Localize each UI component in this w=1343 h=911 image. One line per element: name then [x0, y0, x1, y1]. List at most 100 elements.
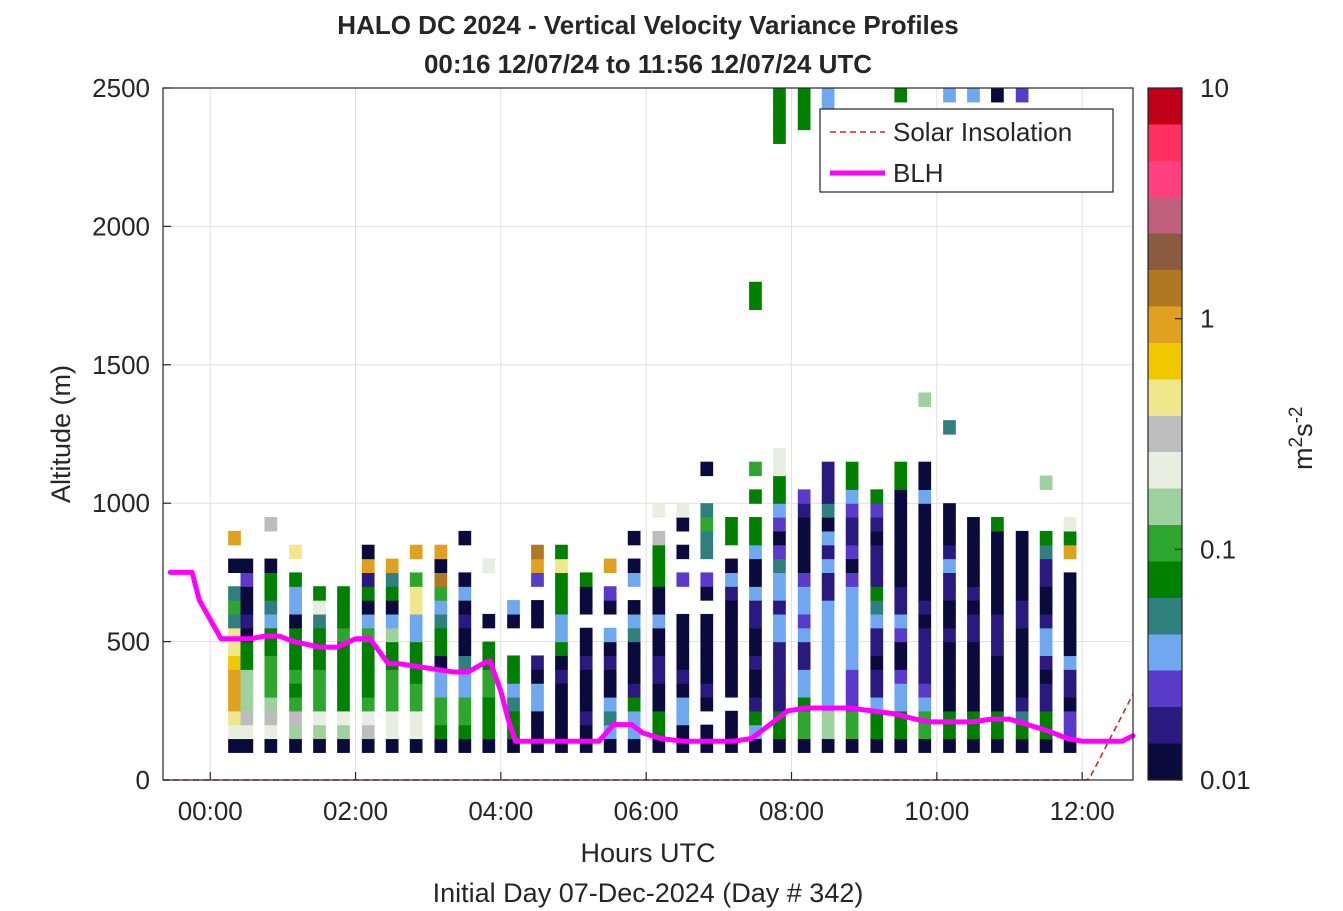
heatmap-cell — [627, 600, 641, 615]
heatmap-cell — [228, 724, 241, 740]
heatmap-cell — [773, 683, 786, 698]
heatmap-cell — [845, 475, 859, 490]
heatmap-cell — [264, 655, 278, 670]
heatmap-cell — [409, 710, 423, 726]
heatmap-cell — [894, 669, 908, 684]
heatmap-cell — [918, 392, 932, 407]
heatmap-cell — [434, 655, 448, 670]
heatmap-cell — [1015, 655, 1029, 670]
heatmap-cell — [361, 613, 375, 629]
x-tick-label: 06:00 — [614, 796, 679, 826]
heatmap-cell — [1015, 586, 1029, 601]
heatmap-cell — [773, 586, 786, 601]
heatmap-cell — [603, 600, 617, 615]
heatmap-cell — [385, 641, 399, 657]
heatmap-cell — [943, 420, 956, 435]
heatmap-cell — [531, 572, 544, 587]
heatmap-cell — [1039, 572, 1053, 587]
heatmap-cell — [1039, 683, 1053, 698]
heatmap-cell — [1063, 517, 1077, 532]
heatmap-cell — [458, 683, 472, 698]
heatmap-cell — [845, 544, 859, 560]
heatmap-cell — [1039, 613, 1053, 629]
heatmap-cell — [749, 544, 762, 560]
heatmap-cell — [1063, 655, 1077, 670]
heatmap-cell — [240, 710, 254, 726]
heatmap-cell — [1015, 696, 1029, 712]
heatmap-cell — [821, 475, 835, 490]
heatmap-cell — [531, 696, 544, 712]
heatmap-cell — [894, 517, 908, 532]
heatmap-cell — [773, 669, 786, 684]
heatmap-cell — [967, 627, 980, 643]
legend-label-solar-insolation: Solar Insolation — [893, 117, 1072, 147]
heatmap-cell — [749, 586, 762, 601]
heatmap-cell — [700, 586, 714, 601]
heatmap-cell — [507, 613, 520, 629]
heatmap-cell — [797, 600, 811, 615]
heatmap-cell — [531, 600, 544, 615]
heatmap-cell — [700, 696, 714, 712]
heatmap-cell — [228, 558, 241, 573]
heatmap-cell — [797, 613, 811, 629]
heatmap-cell — [725, 724, 738, 740]
x-tick-label: 04:00 — [468, 796, 533, 826]
heatmap-cell — [676, 517, 690, 532]
heatmap-cell — [676, 544, 690, 560]
heatmap-cell — [579, 669, 593, 684]
heatmap-cell — [337, 627, 350, 643]
heatmap-cell — [579, 600, 593, 615]
heatmap-cell — [894, 600, 908, 615]
x-tick-label: 08:00 — [759, 796, 824, 826]
heatmap-cell — [531, 544, 544, 560]
heatmap-cell — [967, 586, 980, 601]
heatmap-cell — [1063, 627, 1077, 643]
heatmap-cell — [289, 655, 302, 670]
heatmap-cell — [555, 641, 568, 657]
heatmap-cell — [1039, 600, 1053, 615]
heatmap-cell — [289, 544, 302, 560]
heatmap-cell — [228, 696, 241, 712]
heatmap-cell — [700, 461, 714, 477]
heatmap-cell — [676, 503, 690, 518]
heatmap-cell — [228, 600, 241, 615]
heatmap-cell — [1063, 544, 1077, 560]
heatmap-cell — [1063, 600, 1077, 615]
heatmap-cell — [579, 572, 593, 587]
heatmap-cell — [385, 710, 399, 726]
heatmap-cell — [240, 572, 254, 587]
heatmap-cell — [894, 724, 908, 740]
heatmap-cell — [361, 641, 375, 657]
heatmap-cell — [845, 710, 859, 726]
heatmap-cell — [943, 669, 956, 684]
heatmap-cell — [228, 710, 241, 726]
heatmap-cell — [482, 696, 496, 712]
heatmap-cell — [918, 738, 932, 753]
heatmap-cell — [967, 88, 980, 103]
heatmap-cell — [967, 641, 980, 657]
heatmap-cell — [773, 627, 786, 643]
heatmap-cell — [967, 530, 980, 546]
colorbar-label: m2s-2 — [1286, 407, 1318, 470]
heatmap-cell — [821, 461, 835, 477]
heatmap-cell — [313, 696, 326, 712]
heatmap-cell — [918, 517, 932, 532]
y-tick-label: 500 — [107, 627, 150, 657]
y-tick-label: 2000 — [92, 211, 150, 241]
heatmap-cell — [313, 710, 326, 726]
heatmap-cell — [676, 683, 690, 698]
heatmap-cell — [385, 558, 399, 573]
heatmap-cell — [1039, 475, 1053, 490]
heatmap-cell — [821, 724, 835, 740]
heatmap-cell — [870, 669, 884, 684]
heatmap-cell — [264, 517, 278, 532]
heatmap-cell — [531, 613, 544, 629]
heatmap-cell — [555, 544, 568, 560]
heatmap-cell — [264, 586, 278, 601]
heatmap-cell — [700, 655, 714, 670]
heatmap-cell — [385, 724, 399, 740]
heatmap-cell — [725, 710, 738, 726]
heatmap-cell — [943, 503, 956, 518]
heatmap-cell — [458, 696, 472, 712]
